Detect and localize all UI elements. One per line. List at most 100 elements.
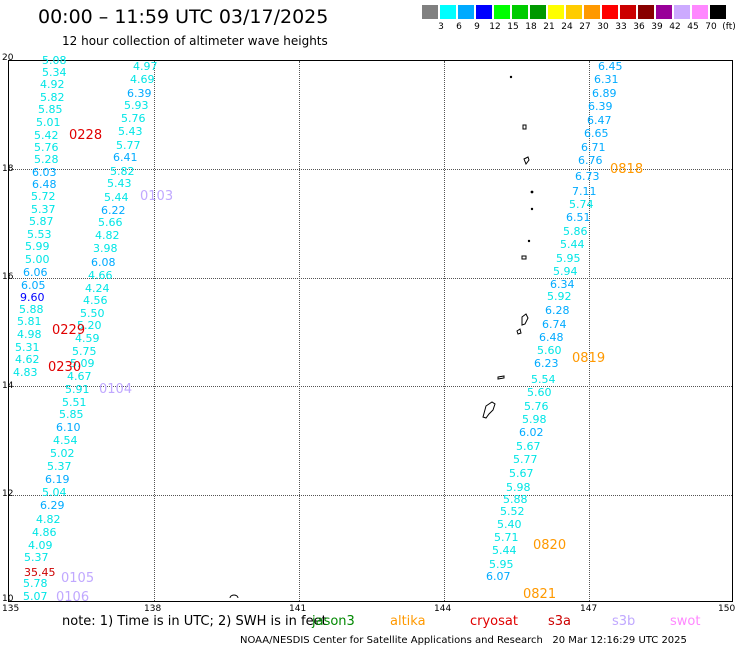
- wave-height-label: 6.19: [45, 473, 70, 486]
- wave-height-label: 5.02: [50, 447, 75, 460]
- satellite-name: cryosat: [470, 614, 518, 629]
- pass-id-label: 0106: [56, 590, 90, 605]
- wave-height-label: 5.07: [23, 590, 48, 603]
- footnote: note: 1) Time is in UTC; 2) SWH is in fe…: [62, 614, 327, 629]
- island-agrihan: [522, 124, 527, 130]
- wave-height-label: 3.98: [93, 242, 118, 255]
- wave-height-label: 6.39: [588, 100, 613, 113]
- legend-swatch: [476, 5, 492, 19]
- wave-height-label: 4.69: [130, 73, 155, 86]
- satellite-name: swot: [670, 614, 701, 629]
- legend-swatch: [566, 5, 582, 19]
- wave-height-label: 6.48: [32, 178, 57, 191]
- wave-height-label: 5.51: [62, 396, 87, 409]
- wave-height-label: 6.89: [592, 87, 617, 100]
- wave-height-label: 5.85: [38, 103, 63, 116]
- island-farallon: [509, 75, 513, 79]
- wave-height-label: 5.76: [34, 141, 59, 154]
- wave-height-label: 5.92: [547, 290, 572, 303]
- legend-swatch: [692, 5, 708, 19]
- wave-height-label: 4.82: [95, 229, 120, 242]
- wave-height-label: 6.47: [587, 114, 612, 127]
- wave-height-label: 5.40: [497, 518, 522, 531]
- pass-id-label: 0228: [69, 128, 103, 143]
- grid-line-vertical: [154, 61, 155, 601]
- legend-unit: (ft): [722, 22, 736, 32]
- wave-height-label: 5.86: [563, 225, 588, 238]
- legend-swatch: [710, 5, 726, 19]
- pass-id-label: 0819: [572, 351, 606, 366]
- legend-label: 21: [543, 22, 555, 32]
- wave-height-label: 4.82: [36, 513, 61, 526]
- legend-swatch: [584, 5, 600, 19]
- wave-height-label: 5.37: [24, 551, 49, 564]
- wave-height-label: 6.74: [542, 318, 567, 331]
- island-alamagan: [530, 190, 534, 194]
- wave-height-label: 6.10: [56, 421, 81, 434]
- legend-swatch: [530, 5, 546, 19]
- wave-height-label: 4.24: [85, 282, 110, 295]
- lon-label: 150: [718, 604, 736, 614]
- wave-height-label: 5.42: [34, 129, 59, 142]
- legend-label: 12: [489, 22, 501, 32]
- wave-height-label: 4.86: [32, 526, 57, 539]
- legend-swatch: [674, 5, 690, 19]
- wave-height-label: 35.45: [24, 566, 56, 579]
- island-outlines: [229, 75, 534, 599]
- legend-label: 18: [525, 22, 537, 32]
- wave-height-label: 4.92: [40, 78, 65, 91]
- lat-label: 12: [2, 489, 14, 499]
- wave-height-label: 5.43: [118, 125, 143, 138]
- wave-height-label: 6.41: [113, 151, 138, 164]
- legend-label: 39: [651, 22, 663, 32]
- wave-height-label: 6.29: [40, 499, 65, 512]
- wave-height-label: 5.09: [70, 357, 95, 370]
- wave-height-label: 6.45: [598, 60, 623, 73]
- lat-label: 20: [2, 53, 14, 63]
- wave-height-label: 5.76: [121, 112, 146, 125]
- legend-swatch: [494, 5, 510, 19]
- satellite-name: altika: [390, 614, 426, 629]
- credit-line: NOAA/NESDIS Center for Satellite Applica…: [240, 635, 687, 646]
- legend-label: 42: [669, 22, 681, 32]
- wave-height-label: 5.95: [489, 558, 514, 571]
- island-pagan: [523, 156, 530, 166]
- credit-text: NOAA/NESDIS Center for Satellite Applica…: [240, 635, 543, 646]
- wave-height-label: 5.75: [72, 345, 97, 358]
- wave-height-label: 5.93: [124, 99, 149, 112]
- grid-line-horizontal: [9, 169, 732, 170]
- wave-height-label: 5.77: [116, 139, 141, 152]
- lat-label: 16: [2, 272, 14, 282]
- legend-label: 15: [507, 22, 519, 32]
- legend-swatch: [620, 5, 636, 19]
- wave-height-label: 5.88: [19, 303, 44, 316]
- grid-line-vertical: [589, 61, 590, 601]
- wave-height-label: 6.23: [534, 357, 559, 370]
- wave-height-label: 6.07: [486, 570, 511, 583]
- wave-height-label: 5.78: [23, 577, 48, 590]
- grid-line-vertical: [444, 61, 445, 601]
- legend-label: 3: [438, 22, 444, 32]
- wave-height-label: 6.48: [539, 331, 564, 344]
- island-guguan: [530, 207, 534, 211]
- legend-label: 27: [579, 22, 591, 32]
- wave-height-label: 5.50: [80, 307, 105, 320]
- legend-swatch: [638, 5, 654, 19]
- wave-height-label: 9.60: [20, 291, 45, 304]
- lat-label: 18: [2, 164, 14, 174]
- wave-height-label: 5.34: [42, 66, 67, 79]
- island-yap-reef: [229, 594, 239, 599]
- legend-label: 9: [474, 22, 480, 32]
- island-tinian: [516, 328, 522, 335]
- lon-label: 138: [144, 604, 162, 614]
- pass-id-label: 0821: [523, 587, 557, 602]
- satellite-name: s3b: [612, 614, 636, 629]
- wave-height-label: 4.56: [83, 294, 108, 307]
- wave-height-label: 5.67: [509, 467, 534, 480]
- wave-height-label: 6.22: [101, 204, 126, 217]
- wave-height-label: 4.98: [17, 328, 42, 341]
- legend-label: 24: [561, 22, 573, 32]
- wave-height-label: 6.31: [594, 73, 619, 86]
- wave-height-label: 5.99: [25, 240, 50, 253]
- wave-height-label: 5.74: [569, 198, 594, 211]
